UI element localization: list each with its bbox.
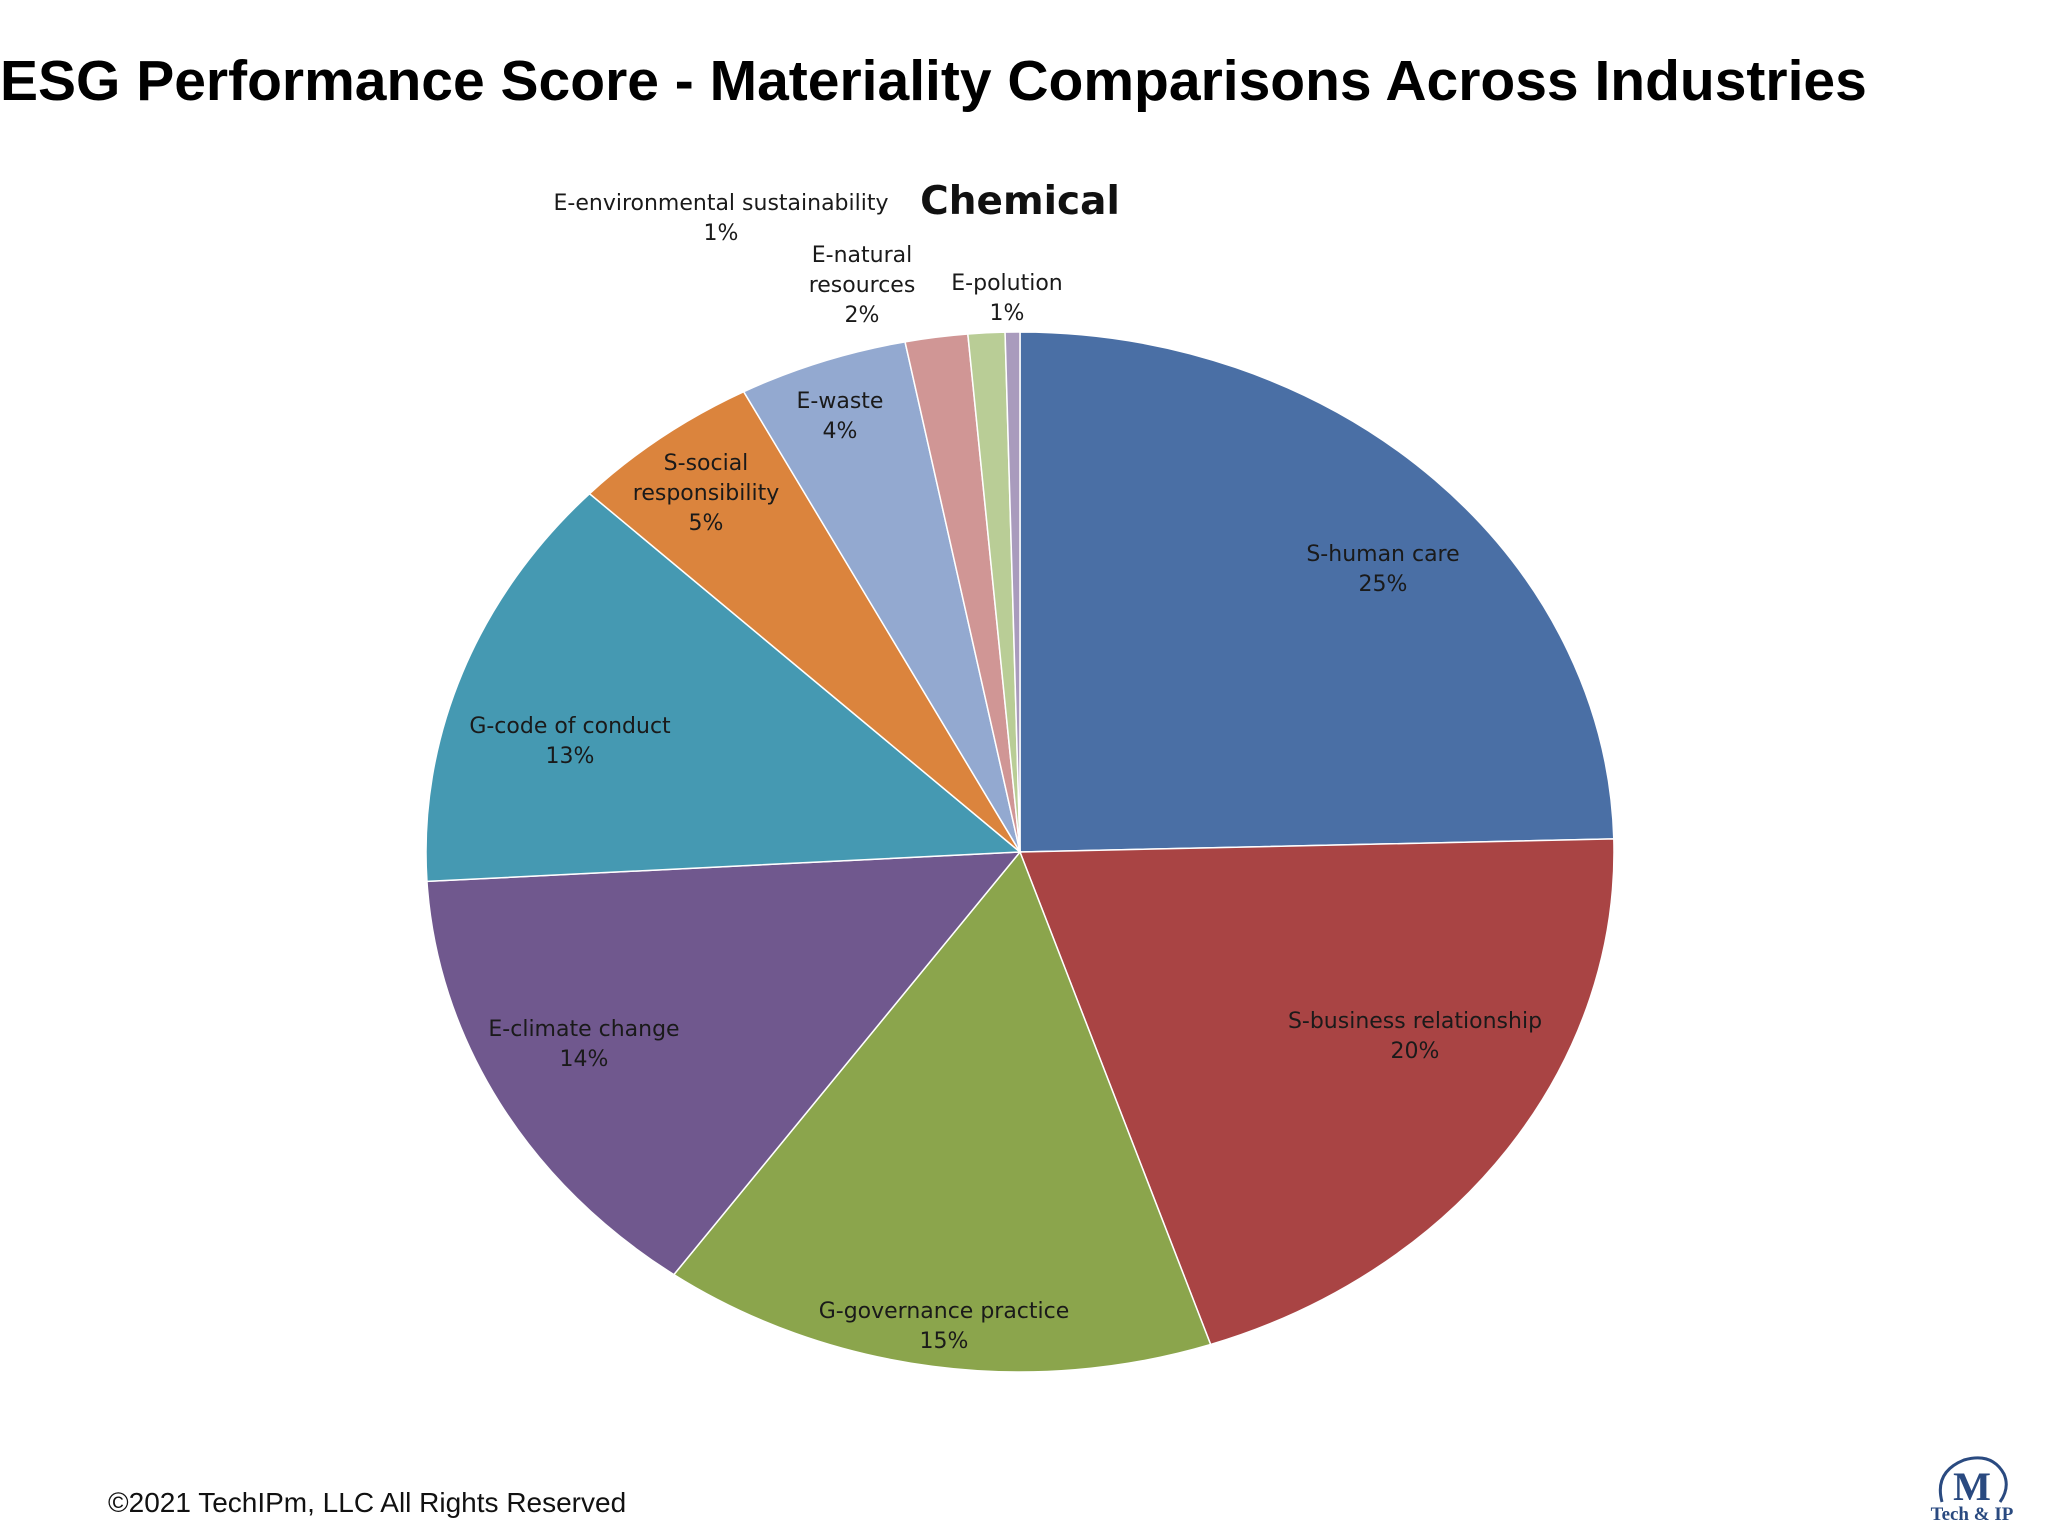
slice-label: S-human care 25% xyxy=(1306,542,1459,597)
pie-slice-g-governance-practice xyxy=(672,850,1212,1373)
copyright-footer: ©2021 TechIPm, LLC All Rights Reserved xyxy=(108,1487,627,1518)
logo-text: Tech & IP xyxy=(1930,1504,2014,1525)
pie-slice-s-human-care xyxy=(1019,331,1615,853)
logo-emblem-icon: M xyxy=(1938,1456,2008,1509)
pie-labels: S-human care 25% S-business relationship 20… xyxy=(469,191,1542,1354)
slice-label: E-waste 4% xyxy=(797,389,884,444)
chart-title: Chemical xyxy=(920,179,1120,224)
slice-label: S-social responsibility 5% xyxy=(633,451,779,536)
slice-label: E-climate change 14% xyxy=(488,1017,679,1072)
pie-slice-s-business-relationship xyxy=(1018,838,1615,1346)
pie-slices xyxy=(425,331,1615,1373)
pie-slice-g-code-of-conduct xyxy=(425,492,1022,883)
pie-slice-s-social-responsibility xyxy=(588,390,1021,853)
slice-label: S-business relationship 20% xyxy=(1288,1009,1542,1064)
slice-label: G-code of conduct 13% xyxy=(469,714,671,769)
logo-mark: M xyxy=(1953,1464,1991,1508)
pie-slice-e-climate-change xyxy=(426,851,1022,1276)
slice-label: G-governance practice 15% xyxy=(819,1299,1070,1354)
slice-label: E-polution 1% xyxy=(951,271,1062,326)
slice-label: E-environmental sustainability 1% xyxy=(554,191,889,246)
page-title: ESG Performance Score - Materiality Comp… xyxy=(0,49,1867,113)
pie-slice-e-environmental-sustainability xyxy=(1004,331,1021,853)
techip-logo: M Tech & IP xyxy=(1912,1452,2032,1532)
slice-label: E-natural resources 2% xyxy=(809,243,916,328)
pie-slice-e-waste xyxy=(742,340,1021,853)
